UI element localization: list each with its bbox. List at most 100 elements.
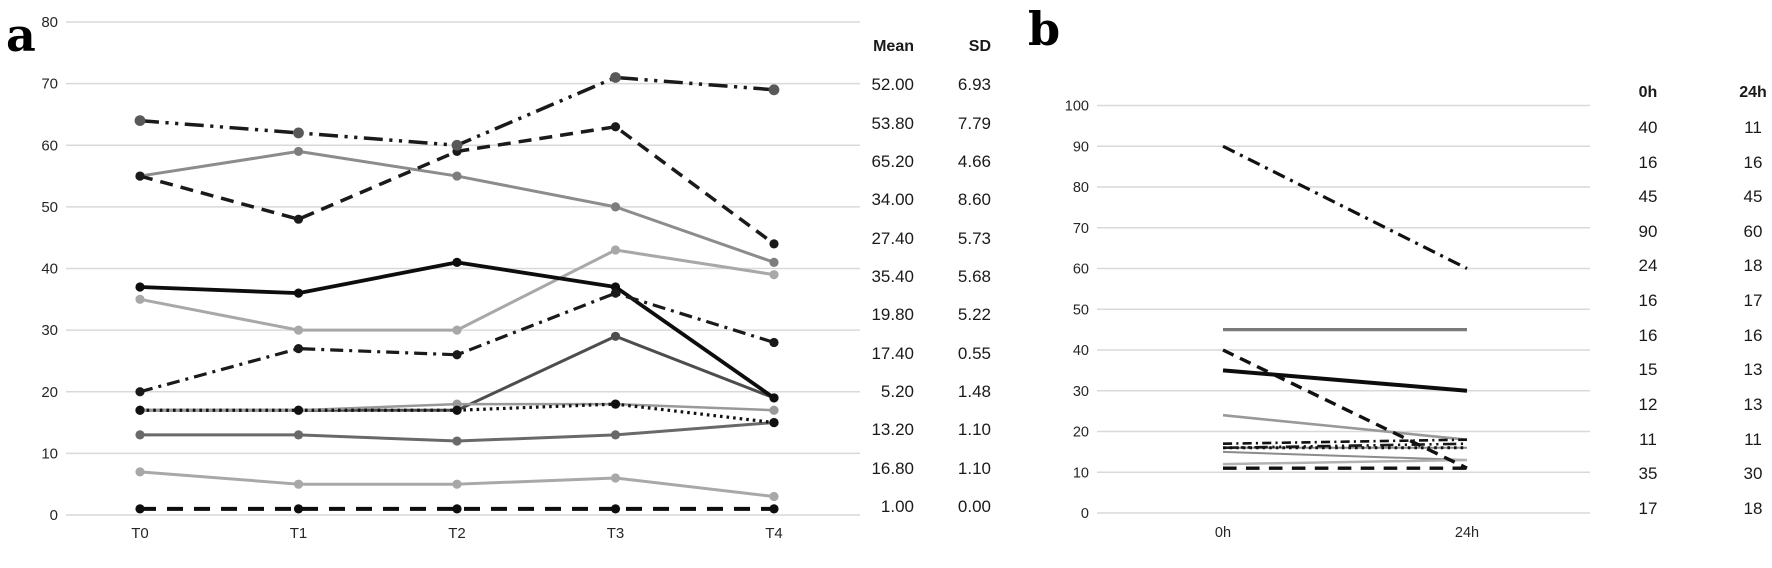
y-tick-label: 70 xyxy=(41,76,58,93)
data-point-marker-subject-5 xyxy=(293,344,304,354)
panel-b-label: b xyxy=(1028,2,1061,56)
table-cell: 60 xyxy=(1743,221,1763,241)
data-point-marker-subject-8 xyxy=(769,405,779,415)
stats-table-rows: 52.00 6.93 53.80 7.79 65.20 4.66 34.00 8.60 27.4… xyxy=(840,66,991,526)
table-row: 45 45 xyxy=(1598,180,1772,215)
data-point-marker-subject-4 xyxy=(452,257,462,267)
table-row: 35 30 xyxy=(1598,457,1772,492)
y-tick-label: 40 xyxy=(1073,343,1089,359)
table-cell: 24 xyxy=(1638,256,1658,276)
data-point-marker-subject-6 xyxy=(769,270,779,280)
table-cell: 11 xyxy=(1639,429,1657,449)
data-point-marker-subject-6 xyxy=(610,245,621,255)
panel-a-label: a xyxy=(6,8,36,62)
table-cell: 13.20 xyxy=(871,420,914,440)
data-point-marker-subject-5 xyxy=(452,350,462,360)
table-cell: 6.93 xyxy=(957,75,991,95)
table-cell: 1.48 xyxy=(957,381,991,401)
series-line-subject-5 xyxy=(1222,413,1468,441)
y-tick-label: 40 xyxy=(41,261,58,278)
data-point-marker-subject-11 xyxy=(452,405,462,415)
data-point-marker-subject-2 xyxy=(293,214,304,224)
data-point-marker-subject-5 xyxy=(769,337,779,348)
data-point-marker-subject-4 xyxy=(135,282,145,292)
series-line-subject-7 xyxy=(140,334,775,412)
data-point-marker-subject-12 xyxy=(135,504,145,514)
table-cell: 18 xyxy=(1743,256,1763,276)
table-cell: 34.00 xyxy=(871,190,914,210)
col-24h-header: 24h xyxy=(1739,84,1767,101)
table-cell: 0.55 xyxy=(957,343,991,363)
y-tick-label: 30 xyxy=(1073,384,1089,400)
data-point-marker-subject-2 xyxy=(769,239,779,249)
data-point-marker-subject-9 xyxy=(452,479,462,489)
data-point-marker-subject-9 xyxy=(769,491,779,502)
table-cell: 16 xyxy=(1743,152,1763,172)
table-cell: 5.73 xyxy=(957,228,991,248)
data-point-marker-subject-3 xyxy=(293,127,304,139)
table-cell: 1.10 xyxy=(957,420,991,440)
table-cell: 5.22 xyxy=(957,305,991,325)
data-point-marker-subject-5 xyxy=(610,288,621,298)
y-tick-label: 60 xyxy=(41,137,58,154)
data-point-marker-subject-3 xyxy=(451,139,463,151)
table-cell: 53.80 xyxy=(871,113,914,133)
table-row: 17 18 xyxy=(1598,491,1772,526)
table-cell: 5.20 xyxy=(880,381,914,401)
x-tick-label: T1 xyxy=(290,525,308,542)
series-line-subject-5 xyxy=(139,291,775,394)
table-row: 53.80 7.79 xyxy=(840,104,991,142)
y-tick-label: 80 xyxy=(41,14,58,31)
table-row: 16 17 xyxy=(1598,284,1772,319)
table-row: 12 13 xyxy=(1598,388,1772,423)
table-row: 1.00 0.00 xyxy=(840,488,991,526)
data-point-marker-subject-12 xyxy=(610,504,621,514)
table-cell: 16 xyxy=(1638,325,1658,345)
y-tick-label: 0 xyxy=(1081,506,1089,522)
table-cell: 8.60 xyxy=(957,190,991,210)
table-cell: 17 xyxy=(1743,291,1763,311)
data-point-marker-subject-7 xyxy=(610,331,621,341)
data-point-marker-subject-12 xyxy=(293,504,304,514)
x-tick-label: 24h xyxy=(1455,525,1479,541)
data-point-marker-subject-1 xyxy=(452,171,462,181)
table-row: 17.40 0.55 xyxy=(840,334,991,372)
table-row: 15 13 xyxy=(1598,353,1772,388)
series-line-subject-9 xyxy=(1222,458,1468,466)
stats-table-mean-sd: Mean SD 52.00 6.93 53.80 7.79 65.20 4.66 34.00… xyxy=(840,36,991,526)
y-tick-label: 70 xyxy=(1073,221,1089,237)
table-cell: 45 xyxy=(1638,187,1658,207)
data-point-marker-subject-3 xyxy=(610,72,621,83)
data-point-marker-subject-3 xyxy=(768,84,780,96)
table-row: 90 60 xyxy=(1598,214,1772,249)
x-tick-label: 0h xyxy=(1215,525,1231,541)
series-line-subject-4 xyxy=(1222,144,1468,270)
sd-column-header: SD xyxy=(968,38,991,55)
data-point-marker-subject-11 xyxy=(769,417,779,428)
table-cell: 16 xyxy=(1743,325,1763,345)
table-row: 16 16 xyxy=(1598,318,1772,353)
data-point-marker-subject-5 xyxy=(135,387,145,397)
data-point-marker-subject-6 xyxy=(293,325,304,335)
data-point-marker-subject-3 xyxy=(134,115,146,126)
col-0h-header: 0h xyxy=(1638,84,1658,101)
table-cell: 45 xyxy=(1743,187,1763,207)
data-point-marker-subject-1 xyxy=(610,202,621,212)
data-point-marker-subject-2 xyxy=(135,171,145,181)
series-line-subject-8 xyxy=(1222,450,1468,462)
y-tick-label: 20 xyxy=(41,384,58,401)
data-point-marker-subject-10 xyxy=(452,436,462,446)
table-cell: 4.66 xyxy=(957,151,991,171)
data-point-marker-subject-4 xyxy=(293,288,304,298)
data-point-marker-subject-9 xyxy=(293,479,304,489)
x-tick-label: T2 xyxy=(448,525,466,542)
table-row: 16 16 xyxy=(1598,145,1772,180)
table-cell: 17 xyxy=(1638,498,1658,518)
y-tick-label: 90 xyxy=(1073,139,1089,155)
y-tick-label: 100 xyxy=(1065,99,1089,115)
y-tick-label: 50 xyxy=(41,199,58,216)
table-row: 13.20 1.10 xyxy=(840,411,991,449)
x-tick-label: T3 xyxy=(607,525,625,542)
data-point-marker-subject-10 xyxy=(135,430,145,440)
